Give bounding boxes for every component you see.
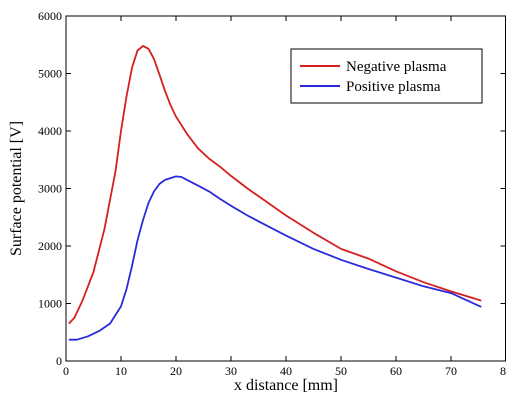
x-tick-label: 50 bbox=[335, 364, 347, 378]
legend-label-negative-plasma: Negative plasma bbox=[346, 59, 447, 75]
x-tick-label: 40 bbox=[280, 364, 292, 378]
y-tick-label: 6000 bbox=[38, 9, 62, 23]
legend-box bbox=[290, 48, 483, 104]
series-line-negative-plasma bbox=[68, 45, 482, 325]
x-tick-label: 30 bbox=[225, 364, 237, 378]
series-lines bbox=[68, 45, 482, 341]
y-tick-label: 3000 bbox=[38, 182, 62, 196]
x-tick-label: 0 bbox=[63, 364, 69, 378]
y-tick-label: 0 bbox=[56, 354, 62, 368]
y-tick-label: 4000 bbox=[38, 124, 62, 138]
legend: Negative plasma Positive plasma bbox=[290, 48, 483, 104]
axis-ticks: 0 10 20 30 40 50 60 70 80 0 1000 2000 3000 4000 5000 60… bbox=[38, 9, 506, 378]
x-tick-label: 20 bbox=[170, 364, 182, 378]
x-tick-label: 70 bbox=[445, 364, 457, 378]
y-tick-label: 2000 bbox=[38, 239, 62, 253]
y-tick-label: 1000 bbox=[38, 297, 62, 311]
x-tick-label: 80 bbox=[500, 364, 506, 378]
y-tick-label: 5000 bbox=[38, 67, 62, 81]
x-tick-label: 60 bbox=[390, 364, 402, 378]
x-axis-title: x distance [mm] bbox=[234, 377, 338, 394]
y-axis-title: Surface potential [V] bbox=[8, 121, 25, 256]
series-line-positive-plasma bbox=[68, 175, 482, 341]
legend-label-positive-plasma: Positive plasma bbox=[346, 79, 441, 95]
x-tick-label: 10 bbox=[115, 364, 127, 378]
